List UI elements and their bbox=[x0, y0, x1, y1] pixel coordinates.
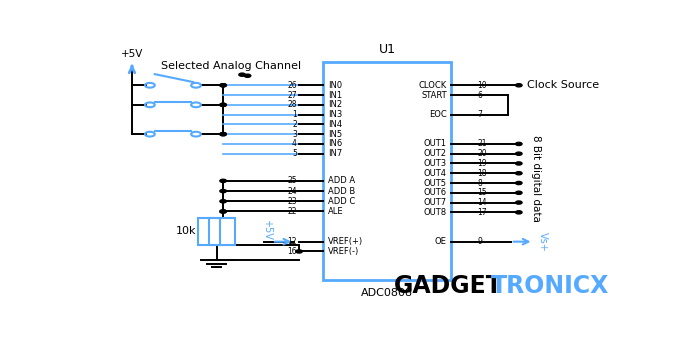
Circle shape bbox=[515, 181, 522, 185]
Circle shape bbox=[220, 179, 226, 182]
Text: 5: 5 bbox=[292, 149, 297, 158]
Circle shape bbox=[220, 210, 226, 213]
Text: 20: 20 bbox=[477, 149, 487, 158]
Text: ADD B: ADD B bbox=[328, 186, 355, 195]
Text: 24: 24 bbox=[287, 186, 297, 195]
Text: 4: 4 bbox=[292, 139, 297, 148]
Text: ADD C: ADD C bbox=[328, 197, 355, 206]
Text: 2: 2 bbox=[292, 120, 297, 129]
Text: IN6: IN6 bbox=[328, 139, 342, 148]
Circle shape bbox=[239, 73, 246, 76]
Text: OUT8: OUT8 bbox=[424, 208, 447, 217]
Text: VREF(-): VREF(-) bbox=[328, 247, 359, 256]
Circle shape bbox=[515, 84, 522, 87]
Text: IN1: IN1 bbox=[328, 90, 342, 99]
Text: OUT3: OUT3 bbox=[424, 159, 447, 168]
Circle shape bbox=[515, 152, 522, 155]
Text: 22: 22 bbox=[288, 207, 297, 216]
Text: 10k: 10k bbox=[176, 226, 196, 236]
Circle shape bbox=[220, 132, 226, 136]
Text: 17: 17 bbox=[477, 208, 487, 217]
Text: CLOCK: CLOCK bbox=[419, 81, 447, 90]
Circle shape bbox=[515, 201, 522, 204]
Text: OUT5: OUT5 bbox=[424, 179, 447, 187]
Text: ADD A: ADD A bbox=[328, 176, 355, 185]
Text: TRONICX: TRONICX bbox=[491, 274, 609, 298]
Text: IN2: IN2 bbox=[328, 100, 342, 109]
Text: ALE: ALE bbox=[328, 207, 344, 216]
Text: Clock Source: Clock Source bbox=[527, 80, 599, 90]
Text: 8 Bit digital data: 8 Bit digital data bbox=[531, 135, 540, 222]
Text: IN0: IN0 bbox=[328, 81, 342, 90]
Bar bbox=[198, 218, 214, 245]
Circle shape bbox=[515, 211, 522, 214]
Circle shape bbox=[220, 190, 226, 193]
Text: IN5: IN5 bbox=[328, 130, 342, 139]
Bar bbox=[323, 63, 451, 280]
Text: 3: 3 bbox=[292, 130, 297, 139]
Text: ADC0808: ADC0808 bbox=[361, 288, 413, 298]
Circle shape bbox=[244, 74, 251, 77]
Circle shape bbox=[515, 142, 522, 146]
Text: 1: 1 bbox=[292, 110, 297, 119]
Circle shape bbox=[515, 172, 522, 175]
Circle shape bbox=[515, 191, 522, 194]
Text: Selected Analog Channel: Selected Analog Channel bbox=[161, 61, 301, 71]
Text: 27: 27 bbox=[287, 90, 297, 99]
Text: 16: 16 bbox=[287, 247, 297, 256]
Text: IN4: IN4 bbox=[328, 120, 342, 129]
Text: IN3: IN3 bbox=[328, 110, 342, 119]
Text: 25: 25 bbox=[287, 176, 297, 185]
Circle shape bbox=[220, 103, 226, 106]
Circle shape bbox=[296, 250, 302, 253]
Text: START: START bbox=[421, 90, 447, 99]
Text: +5V: +5V bbox=[121, 49, 144, 59]
Text: EOC: EOC bbox=[429, 110, 447, 119]
Text: OUT6: OUT6 bbox=[424, 188, 447, 197]
Text: 18: 18 bbox=[477, 169, 487, 178]
Text: 26: 26 bbox=[287, 81, 297, 90]
Text: VREF(+): VREF(+) bbox=[328, 237, 363, 246]
Text: OUT1: OUT1 bbox=[424, 139, 447, 148]
Text: GADGET: GADGET bbox=[394, 274, 503, 298]
Text: U1: U1 bbox=[379, 43, 396, 56]
Bar bbox=[209, 218, 224, 245]
Circle shape bbox=[220, 132, 226, 136]
Circle shape bbox=[220, 103, 226, 106]
Circle shape bbox=[220, 210, 226, 213]
Text: 6: 6 bbox=[477, 90, 482, 99]
Text: 9: 9 bbox=[477, 237, 482, 246]
Text: 8: 8 bbox=[477, 179, 482, 187]
Text: 10: 10 bbox=[477, 81, 487, 90]
Circle shape bbox=[220, 84, 226, 87]
Circle shape bbox=[515, 162, 522, 165]
Text: OUT7: OUT7 bbox=[424, 198, 447, 207]
Circle shape bbox=[220, 84, 226, 87]
Text: 15: 15 bbox=[477, 188, 487, 197]
Text: 14: 14 bbox=[477, 198, 487, 207]
Text: 21: 21 bbox=[477, 139, 487, 148]
Text: 23: 23 bbox=[287, 197, 297, 206]
Text: IN7: IN7 bbox=[328, 149, 342, 158]
Text: 28: 28 bbox=[288, 100, 297, 109]
Text: 12: 12 bbox=[288, 237, 297, 246]
Text: OUT2: OUT2 bbox=[424, 149, 447, 158]
Text: +5V: +5V bbox=[262, 219, 272, 240]
Text: OE: OE bbox=[435, 237, 447, 246]
Text: Vs+: Vs+ bbox=[538, 232, 548, 251]
Bar bbox=[220, 218, 235, 245]
Text: 19: 19 bbox=[477, 159, 487, 168]
Text: OUT4: OUT4 bbox=[424, 169, 447, 178]
Text: 7: 7 bbox=[477, 110, 482, 119]
Circle shape bbox=[220, 200, 226, 203]
